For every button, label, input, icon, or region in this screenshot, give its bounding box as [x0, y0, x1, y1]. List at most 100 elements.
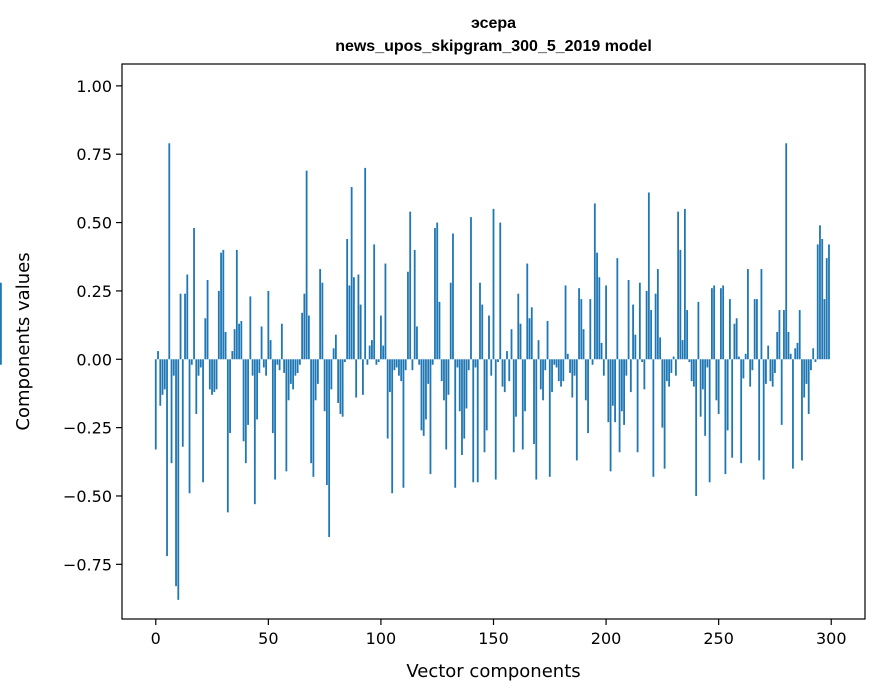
- bar: [533, 359, 535, 445]
- bar: [380, 315, 382, 360]
- bar: [481, 304, 484, 360]
- bar: [733, 323, 736, 360]
- bar: [524, 359, 526, 412]
- bar: [362, 359, 364, 395]
- bar: [566, 353, 569, 360]
- bar: [434, 228, 436, 360]
- bar: [422, 359, 425, 436]
- bar: [668, 359, 671, 387]
- bar: [609, 359, 612, 472]
- bar: [384, 263, 387, 360]
- bar: [247, 359, 249, 425]
- bar: [501, 359, 504, 387]
- bar: [564, 285, 567, 360]
- bar: [310, 359, 313, 464]
- bar: [589, 299, 592, 360]
- bar: [740, 359, 743, 464]
- bar: [584, 359, 587, 401]
- bar: [526, 263, 529, 360]
- bar: [535, 359, 538, 480]
- bar: [168, 143, 171, 360]
- bar: [663, 359, 666, 469]
- bar: [229, 359, 231, 434]
- bar: [544, 359, 547, 371]
- bar: [623, 359, 625, 425]
- bar: [398, 359, 400, 376]
- bar: [803, 359, 806, 398]
- bar: [382, 345, 385, 360]
- bar: [674, 359, 677, 376]
- bar: [812, 348, 815, 360]
- bar: [616, 258, 619, 360]
- bar: [816, 244, 819, 360]
- bar: [436, 222, 439, 360]
- bar: [821, 238, 824, 360]
- bar: [479, 282, 481, 360]
- bar: [794, 348, 797, 360]
- bar: [485, 359, 488, 431]
- bar: [472, 359, 475, 483]
- bar: [519, 323, 522, 360]
- bar: [249, 296, 252, 360]
- bar: [670, 359, 673, 373]
- bar: [364, 167, 367, 360]
- bar: [445, 359, 448, 450]
- bar: [769, 359, 772, 382]
- bar: [175, 359, 177, 587]
- bar: [289, 359, 292, 384]
- bar: [636, 359, 639, 453]
- bar: [348, 285, 351, 360]
- bar: [571, 359, 574, 398]
- bar: [499, 222, 502, 360]
- bar: [172, 359, 175, 376]
- bar: [296, 359, 299, 373]
- bar: [0, 359, 2, 365]
- bar: [409, 211, 412, 360]
- bar: [366, 359, 369, 365]
- bar: [575, 359, 578, 461]
- bar: [474, 359, 477, 368]
- y-tick-label: 0.75: [76, 145, 112, 164]
- chart-title: эсера: [471, 15, 516, 32]
- y-axis-ticks: −0.75 −0.50 −0.25 0.00 0.25 0.50 0.75 1.00: [63, 77, 122, 574]
- bar: [371, 340, 373, 360]
- bar: [350, 187, 353, 360]
- bar: [828, 244, 830, 360]
- bar: [641, 359, 643, 362]
- bar: [238, 323, 240, 360]
- bar: [190, 359, 193, 365]
- bar: [235, 249, 238, 360]
- bar: [819, 225, 821, 360]
- bar: [742, 359, 745, 379]
- bar: [591, 359, 594, 365]
- bar: [463, 359, 466, 439]
- bar: [708, 359, 711, 483]
- y-tick-label: 0.25: [76, 282, 112, 301]
- bar: [179, 293, 182, 360]
- bar: [170, 359, 173, 464]
- bar: [391, 359, 394, 494]
- bar: [778, 310, 781, 360]
- bar: [260, 326, 263, 360]
- y-axis-label: Components values: [13, 252, 34, 430]
- x-tick-label: 200: [591, 629, 622, 648]
- bar: [157, 351, 159, 360]
- bar: [359, 304, 362, 360]
- bar: [555, 359, 558, 368]
- bar: [400, 359, 403, 382]
- bar: [587, 359, 589, 434]
- bar: [476, 359, 479, 483]
- bar: [251, 359, 254, 376]
- bar: [801, 359, 803, 461]
- bar: [679, 249, 682, 360]
- bar: [756, 299, 758, 360]
- y-tick-label: −0.75: [63, 555, 112, 574]
- bar: [215, 359, 218, 390]
- bar: [796, 342, 799, 360]
- bar: [154, 359, 157, 450]
- bar: [789, 353, 792, 360]
- bar: [783, 310, 785, 360]
- bar: [726, 359, 729, 431]
- y-tick-label: 0.50: [76, 214, 112, 233]
